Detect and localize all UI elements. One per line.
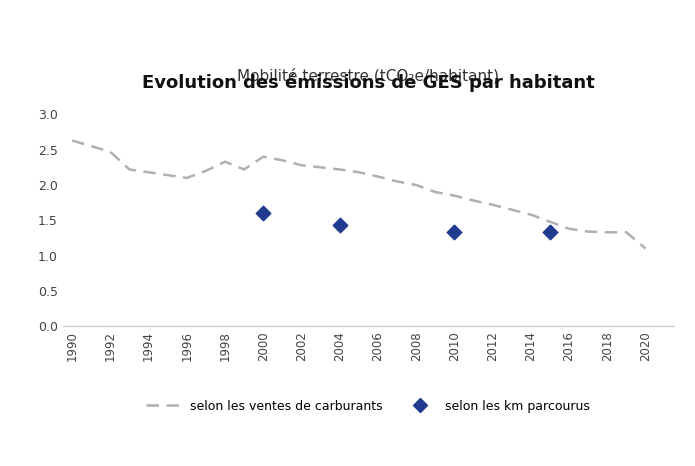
Legend: selon les ventes de carburants, selon les km parcourus: selon les ventes de carburants, selon le… [142, 395, 595, 418]
Text: Mobilité terrestre (tCO₂e/habitant): Mobilité terrestre (tCO₂e/habitant) [238, 69, 499, 84]
Point [258, 209, 269, 216]
Point [449, 228, 460, 236]
Point [544, 228, 555, 235]
Point [334, 221, 345, 229]
Title: Evolution des émissions de GES par habitant: Evolution des émissions de GES par habit… [142, 73, 595, 92]
